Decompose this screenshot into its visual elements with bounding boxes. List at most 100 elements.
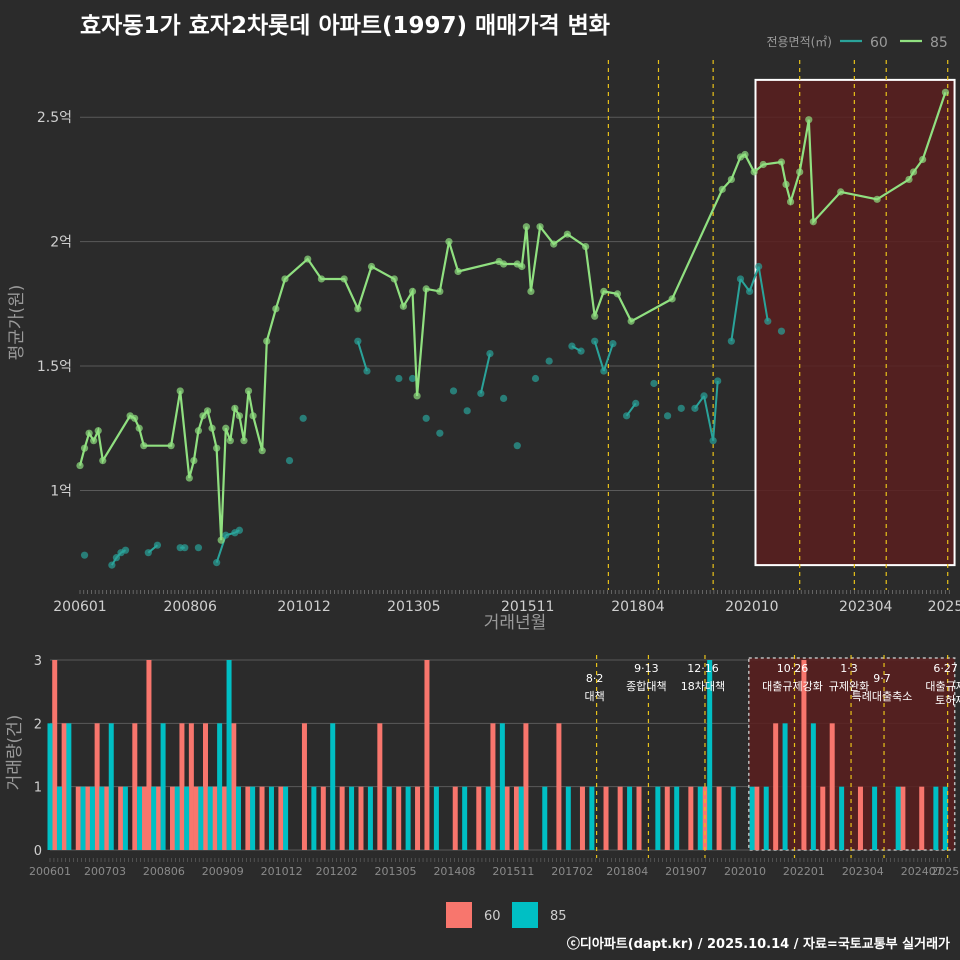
data-point-60 (609, 340, 617, 348)
x-tick-label: 202010 (724, 865, 766, 878)
bar-60 (476, 786, 482, 850)
bar-60 (490, 723, 496, 850)
x-tick-label: 200601 (29, 865, 71, 878)
annotation-text: 대책 (584, 690, 604, 703)
legend-label-85: 85 (550, 909, 567, 924)
x-tick-label: 202010 (725, 599, 778, 615)
bar-85 (268, 786, 274, 850)
data-point-60 (80, 551, 89, 559)
x-tick-label: 201511 (492, 865, 534, 878)
bar-60 (900, 786, 906, 850)
x-tick-label: 201804 (606, 865, 648, 878)
series-segment-60 (571, 345, 582, 352)
series-segment-60 (757, 266, 769, 322)
bar-60 (118, 786, 124, 850)
legend-label-85: 85 (930, 35, 948, 51)
annotation-text: 규제완화 (829, 680, 869, 693)
bar-60 (94, 723, 100, 850)
bar-60 (75, 786, 81, 850)
x-tick-label: 201804 (611, 599, 665, 615)
data-point-60 (650, 379, 658, 388)
annotation-text: 대출규제 (925, 680, 960, 693)
volume-chart: 0 1 2 3 8·2 대책 9·13 종합대책 12·16 18차대책 10·26 대출규제강화 1·… (5, 654, 960, 878)
bar-60 (617, 786, 623, 850)
bar-85 (895, 786, 901, 850)
bar-60 (132, 723, 138, 850)
x-tick-label: 201305 (387, 599, 440, 615)
bar-85 (405, 786, 411, 850)
bar-60 (278, 786, 284, 850)
bar-85 (66, 723, 72, 850)
bar-85 (386, 786, 392, 850)
x-tick-label: 201202 (316, 865, 358, 878)
series-segment-60 (593, 340, 605, 372)
bar-60 (146, 660, 152, 850)
x-tick-label: 202407 (901, 865, 943, 878)
x-tick-label: 200806 (164, 599, 218, 615)
bar-85 (99, 786, 105, 850)
bar-85 (433, 786, 439, 850)
x-tick-label: 202201 (783, 865, 825, 878)
bar-60 (155, 786, 161, 850)
data-point-60 (395, 374, 403, 383)
bar-85 (749, 786, 755, 850)
bar-85 (250, 786, 256, 850)
bar-60 (664, 786, 670, 850)
bar-85 (226, 660, 232, 850)
bar-60 (504, 786, 510, 850)
bar-85 (207, 786, 213, 850)
x-tick-label: 201511 (501, 599, 554, 615)
data-point-60 (285, 457, 294, 465)
bar-60 (170, 786, 176, 850)
annotation-date: 8·2 (586, 672, 604, 685)
bar-60 (415, 786, 421, 850)
y-tick-label: 1 (34, 781, 42, 796)
bar-85 (674, 786, 680, 850)
bar-85 (137, 786, 143, 850)
bar-60 (301, 723, 307, 850)
y-tick-label: 1억 (50, 483, 72, 499)
bar-60 (857, 786, 863, 850)
bar-60 (452, 786, 458, 850)
bar-60 (104, 786, 110, 850)
annotation-text: 토허제 해제 (935, 693, 960, 707)
series-segment-60 (147, 544, 159, 554)
bar-85 (589, 786, 595, 850)
bar-60 (259, 786, 265, 850)
bar-85 (542, 786, 548, 850)
x-tick-label: 201305 (375, 865, 417, 878)
series-segment-60 (120, 549, 127, 554)
bar-85 (942, 786, 948, 850)
legend-swatch-60 (446, 902, 472, 928)
legend-title: 전용면적(㎡) (766, 35, 832, 49)
chart-title: 효자동1가 효자2차롯데 아파트(1997) 매매가격 변화 (80, 13, 610, 39)
bar-85 (707, 660, 713, 850)
bar-85 (89, 786, 95, 850)
bar-60 (85, 786, 91, 850)
footer-credit: ⓒ디아파트(dapt.kr) / 2025.10.14 / 자료=국토교통부 실… (566, 937, 950, 952)
x-axis-title: 거래년월 (484, 613, 547, 633)
y-axis-title: 거래량(건) (5, 715, 25, 791)
x-tick-label: 200703 (84, 865, 126, 878)
bar-85 (730, 786, 736, 850)
bar-60 (603, 786, 609, 850)
y-tick-label: 2.5억 (37, 110, 72, 126)
bar-60 (820, 786, 826, 850)
annotation-text: 18차대책 (681, 680, 725, 693)
annotation-text: 대출규제강화 (762, 680, 823, 693)
series-segment-60 (479, 353, 491, 394)
bar-60 (188, 723, 194, 850)
bar-85 (810, 723, 816, 850)
x-tick-label: 201907 (665, 865, 707, 878)
bar-60 (52, 660, 58, 850)
bar-85 (839, 786, 845, 850)
bar-60 (579, 786, 585, 850)
series-segment-60 (111, 557, 118, 566)
series-segment-60 (602, 343, 614, 372)
bar-85 (462, 786, 468, 850)
bar-60 (212, 786, 218, 850)
bar-85 (627, 786, 633, 850)
bar-60 (377, 723, 383, 850)
data-point-60 (408, 374, 417, 383)
bar-85 (235, 786, 241, 850)
